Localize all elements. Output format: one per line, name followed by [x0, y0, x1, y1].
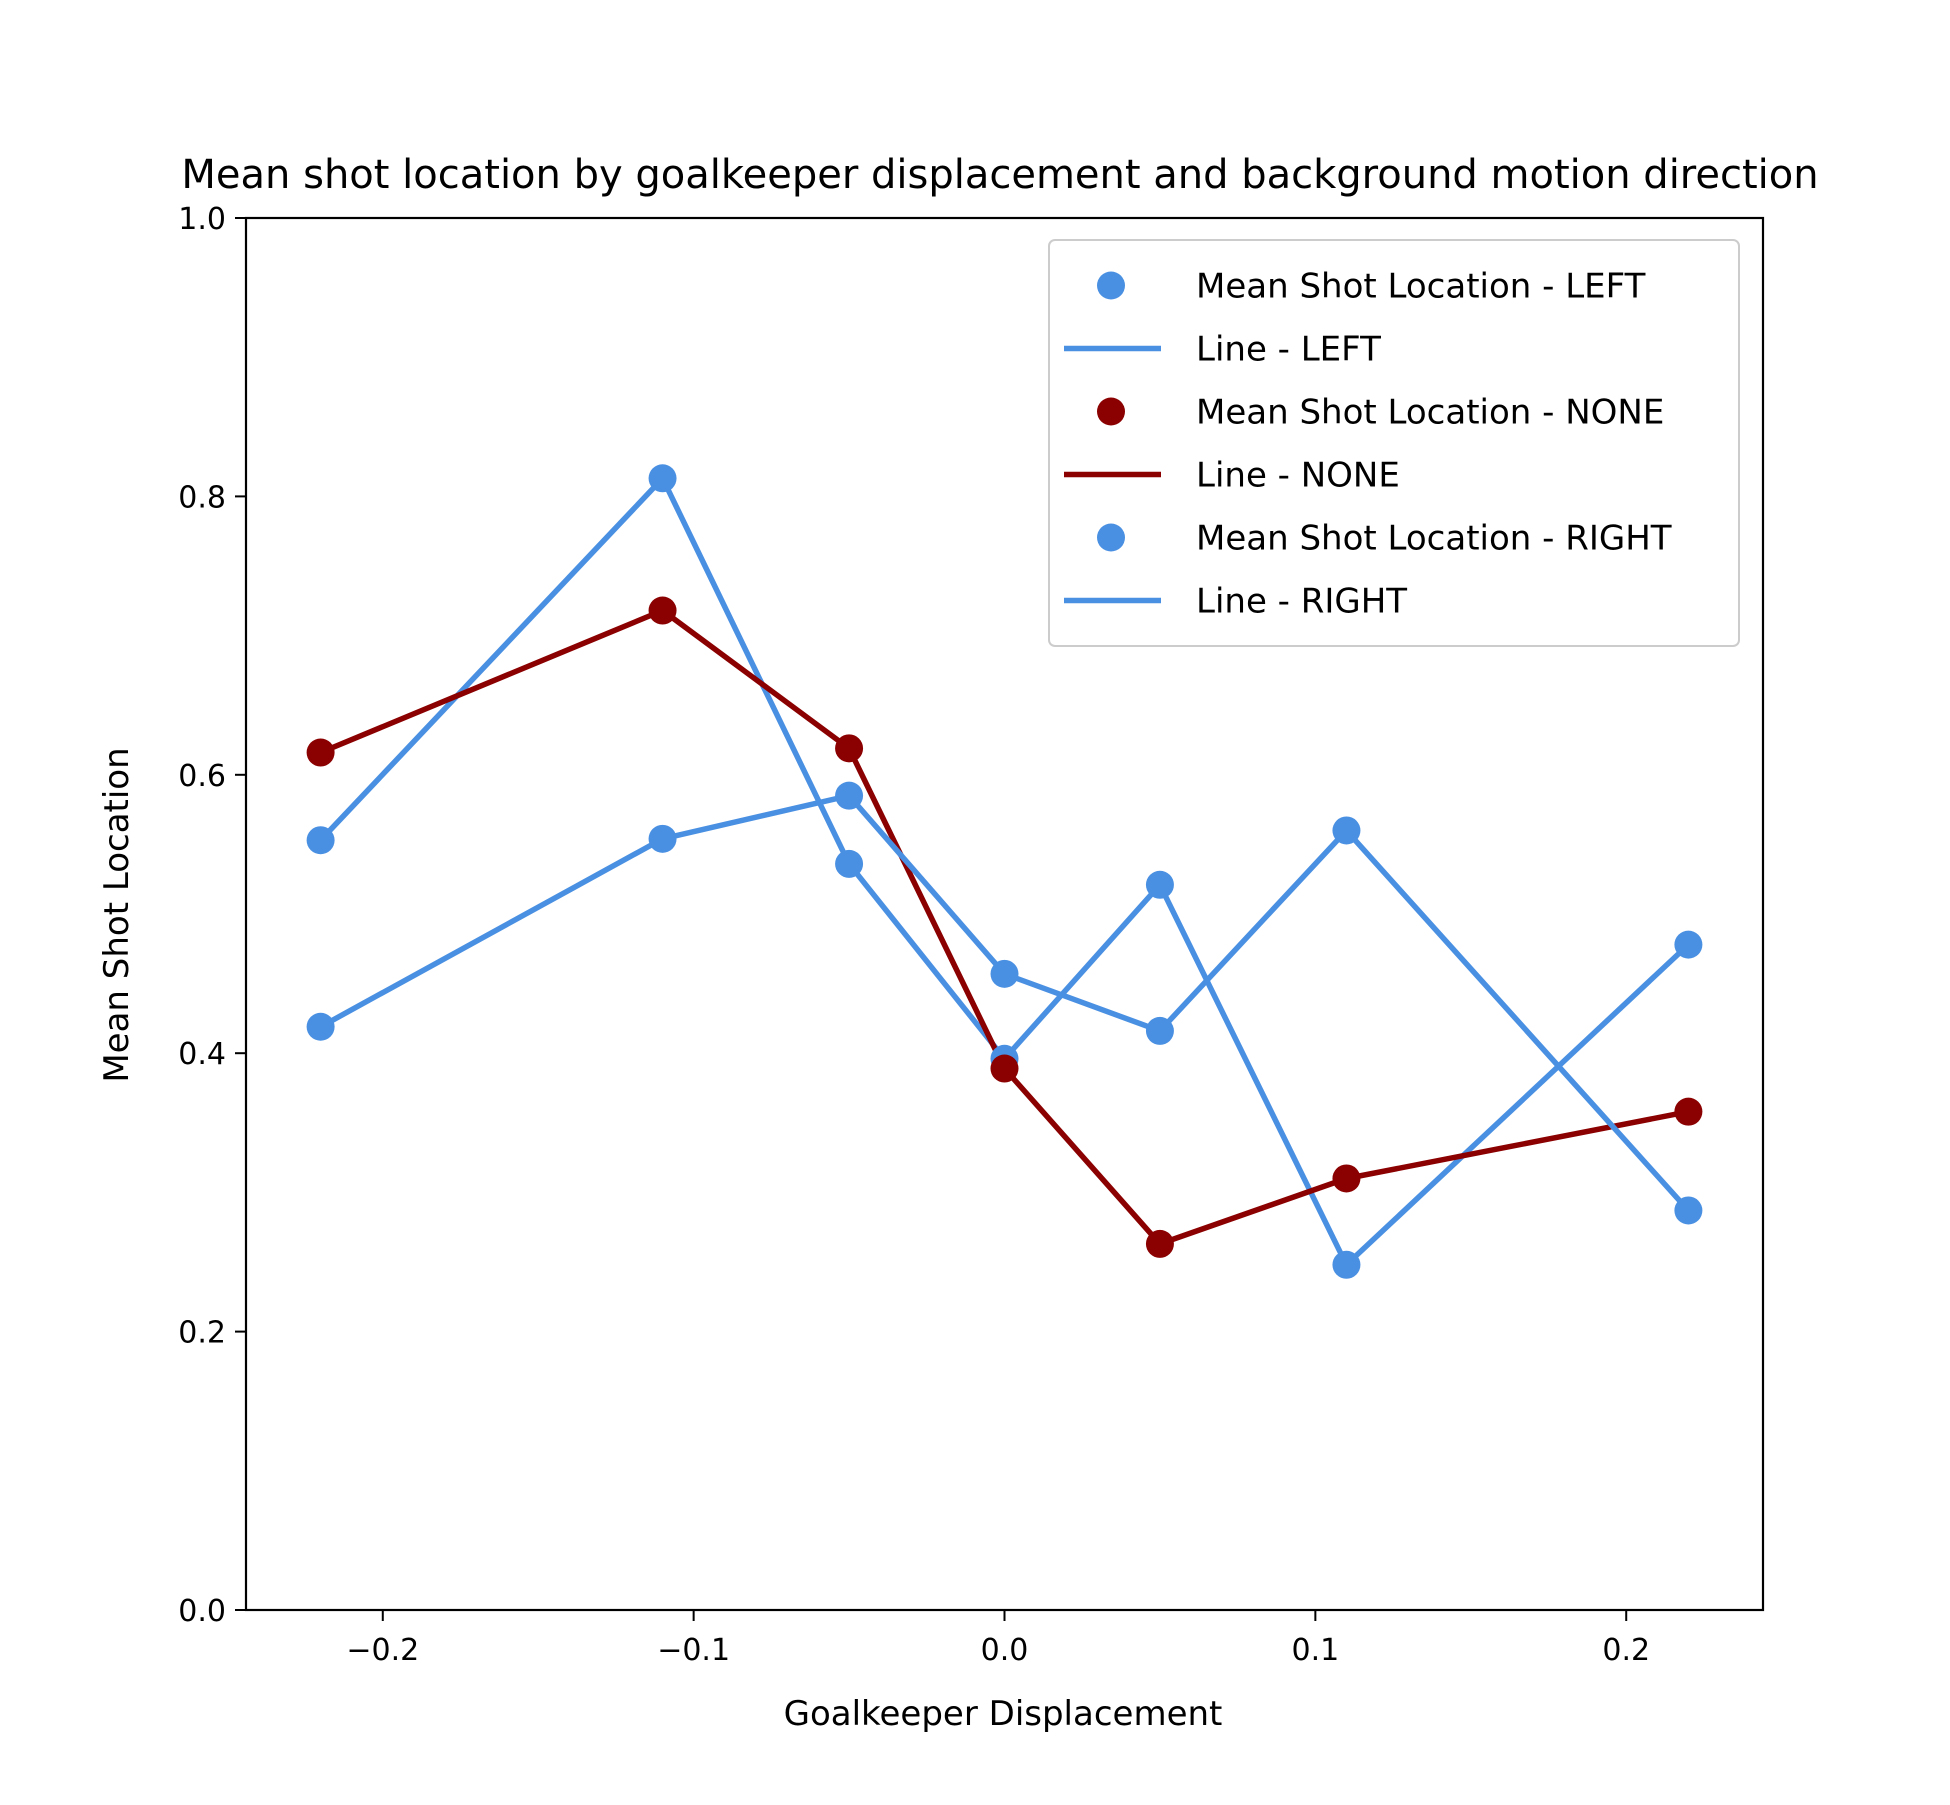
series-line-none	[319, 607, 1689, 1247]
axes: −0.2 −0.1 0.0 0.1 0.2 0.0 0.2 0.4 0.6 0.8 1.0	[178, 202, 1765, 1668]
y-tick-label: 0.6	[178, 759, 226, 794]
data-point-left	[835, 849, 864, 878]
data-point-none	[306, 738, 335, 767]
legend-label: Mean Shot Location - RIGHT	[1196, 519, 1672, 559]
data-point-none	[1332, 1164, 1361, 1193]
legend: Mean Shot Location - LEFT Line - LEFT Mean…	[1048, 239, 1740, 647]
data-point-left	[1332, 1250, 1361, 1279]
legend-box	[1048, 239, 1740, 647]
x-tick-label: 0.0	[981, 1633, 1029, 1668]
data-point-right	[990, 959, 1019, 988]
chart-title: Mean shot location by goalkeeper displac…	[181, 152, 1818, 198]
data-point-left	[648, 464, 677, 493]
x-tick-label: 0.1	[1292, 1633, 1340, 1668]
legend-label: Mean Shot Location - NONE	[1196, 393, 1664, 433]
legend-label: Line - LEFT	[1196, 330, 1381, 370]
data-point-right	[835, 781, 864, 810]
x-tick-label: −0.1	[657, 1633, 730, 1668]
legend-label: Line - NONE	[1196, 456, 1400, 496]
data-point-right	[1332, 816, 1361, 845]
x-axis-label: Goalkeeper Displacement	[784, 1694, 1223, 1734]
legend-marker	[1097, 397, 1125, 426]
legend-marker	[1097, 523, 1125, 552]
data-point-right	[306, 1012, 335, 1041]
data-point-left	[1674, 930, 1703, 959]
data-point-right	[648, 824, 677, 853]
data-point-none	[1674, 1097, 1703, 1126]
x-tick-label: −0.2	[346, 1633, 419, 1668]
data-point-none	[835, 734, 864, 763]
y-tick-label: 0.8	[178, 480, 226, 515]
data-point-none	[990, 1054, 1019, 1083]
series-line-right	[319, 792, 1691, 1213]
legend-label: Line - RIGHT	[1196, 582, 1407, 622]
y-tick-label: 0.4	[178, 1037, 226, 1072]
data-point-right	[1674, 1196, 1703, 1225]
y-axis-label: Mean Shot Location	[97, 747, 137, 1082]
legend-label: Mean Shot Location - LEFT	[1196, 267, 1646, 307]
data-point-none	[1145, 1229, 1174, 1258]
series-points	[306, 464, 1703, 1279]
y-tick-label: 1.0	[178, 202, 226, 237]
data-point-none	[648, 596, 677, 625]
x-tick-label: 0.2	[1602, 1633, 1650, 1668]
legend-marker	[1097, 271, 1125, 300]
data-point-left	[306, 826, 335, 855]
y-tick-label: 0.0	[178, 1594, 226, 1629]
data-point-right	[1145, 1016, 1174, 1045]
data-marks	[306, 464, 1703, 1279]
y-tick-label: 0.2	[178, 1316, 226, 1351]
data-point-left	[1145, 870, 1174, 899]
